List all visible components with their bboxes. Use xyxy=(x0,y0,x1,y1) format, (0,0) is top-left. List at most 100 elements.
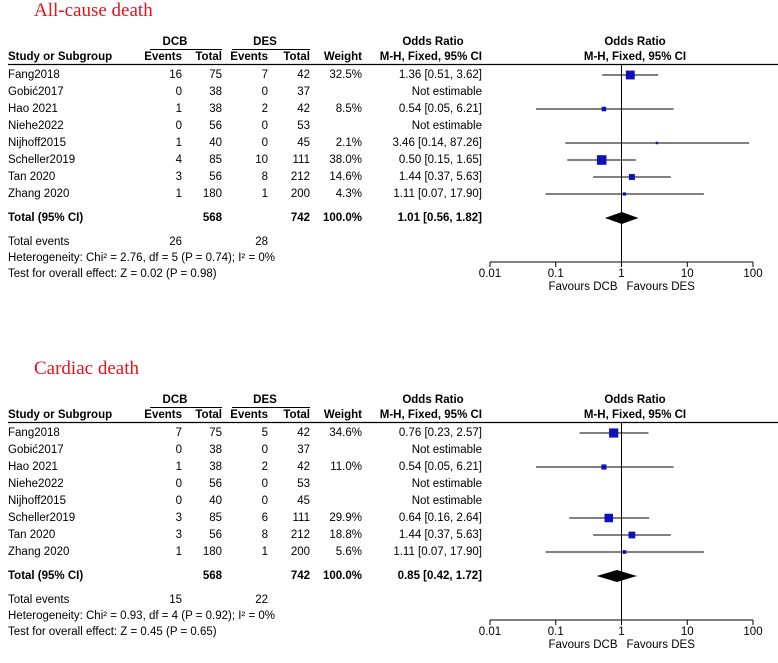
total-des: 111 xyxy=(292,512,310,524)
events-des: 8 xyxy=(261,171,268,183)
effect-marker xyxy=(601,106,607,112)
chart-title: Cardiac death xyxy=(34,358,139,379)
study-name: Nijhoff2015 xyxy=(8,137,66,149)
total-events-des: 28 xyxy=(255,236,268,248)
study-name: Zhang 2020 xyxy=(8,188,70,200)
study-name: Niehe2022 xyxy=(8,120,64,132)
effect-marker xyxy=(655,141,659,145)
total-dcb: 40 xyxy=(209,495,222,507)
total-dcb: 56 xyxy=(209,529,222,541)
column-header-total-dcb: Total xyxy=(195,51,222,63)
effect-marker xyxy=(604,513,614,523)
x-axis-tick-label: 10 xyxy=(680,626,694,638)
effect-marker xyxy=(596,155,607,165)
x-axis-tick-label: 100 xyxy=(743,626,763,638)
study-name: Gobić2017 xyxy=(8,86,64,98)
total-des: 42 xyxy=(297,427,310,439)
study-name: Tan 2020 xyxy=(8,171,56,183)
study-name: Gobić2017 xyxy=(8,444,64,456)
or-column-header: Odds Ratio xyxy=(402,36,464,48)
total-des: 53 xyxy=(297,120,310,132)
or-column-header: Odds Ratio xyxy=(402,394,464,406)
effect-marker xyxy=(628,531,636,539)
events-dcb: 1 xyxy=(175,137,182,149)
study-name: Fang2018 xyxy=(8,69,60,81)
study-odds-ratio: 1.44 [0.37, 5.63] xyxy=(398,529,482,541)
total-des: 37 xyxy=(297,444,310,456)
events-des: 0 xyxy=(261,444,268,456)
favours-dcb-label: Favours DCB xyxy=(548,639,618,651)
total-dcb: 40 xyxy=(209,137,222,149)
study-weight: 5.6% xyxy=(335,546,362,558)
total-dcb: 75 xyxy=(209,427,222,439)
events-des: 2 xyxy=(261,103,268,115)
events-des: 1 xyxy=(261,188,268,200)
study-name: Niehe2022 xyxy=(8,478,64,490)
total-dcb: 56 xyxy=(209,171,222,183)
total-des: 42 xyxy=(297,103,310,115)
effect-marker xyxy=(622,550,627,554)
forest-plot-canvas xyxy=(8,49,778,267)
events-des: 0 xyxy=(261,120,268,132)
study-weight: 8.5% xyxy=(335,103,362,115)
events-dcb: 0 xyxy=(175,120,182,132)
pooled-diamond xyxy=(596,570,637,582)
effect-marker xyxy=(609,428,619,438)
total-events-dcb: 26 xyxy=(169,236,182,248)
x-axis-tick-label: 10 xyxy=(680,268,694,280)
column-header-method: M-H, Fixed, 95% CI xyxy=(379,51,482,63)
overall-effect-text: Test for overall effect: Z = 0.02 (P = 0… xyxy=(8,268,217,280)
column-header-method: M-H, Fixed, 95% CI xyxy=(379,409,482,421)
study-odds-ratio: 1.11 [0.07, 17.90] xyxy=(393,188,482,200)
column-header-total-dcb: Total xyxy=(195,409,222,421)
study-weight: 34.6% xyxy=(329,427,362,439)
study-weight: 29.9% xyxy=(329,512,362,524)
study-weight: 14.6% xyxy=(329,171,362,183)
study-name: Nijhoff2015 xyxy=(8,495,66,507)
total-des: 200 xyxy=(290,188,310,200)
total-events-label: Total events xyxy=(8,236,70,248)
total-des: 53 xyxy=(297,478,310,490)
events-dcb: 3 xyxy=(175,512,182,524)
events-des: 8 xyxy=(261,529,268,541)
total-label: Total (95% CI) xyxy=(8,212,84,224)
study-odds-ratio: Not estimable xyxy=(411,495,482,507)
group-header-des: DES xyxy=(253,36,277,48)
favours-des-label: Favours DES xyxy=(626,281,695,293)
study-weight: 11.0% xyxy=(330,461,362,473)
study-name: Scheller2019 xyxy=(8,512,76,524)
total-events-des: 22 xyxy=(255,594,268,606)
events-dcb: 4 xyxy=(175,154,182,166)
x-axis-tick-label: 0.01 xyxy=(478,626,502,638)
total-dcb: 180 xyxy=(202,188,222,200)
study-name: Zhang 2020 xyxy=(8,546,70,558)
total-des: 212 xyxy=(290,529,310,541)
study-weight: 18.8% xyxy=(329,529,362,541)
events-des: 6 xyxy=(261,512,268,524)
plot-method-header: M-H, Fixed, 95% CI xyxy=(583,51,687,63)
study-odds-ratio: 0.54 [0.05, 6.21] xyxy=(398,103,482,115)
total-des: 45 xyxy=(297,137,310,149)
chart-title: All-cause death xyxy=(34,0,153,21)
total-des: 37 xyxy=(297,86,310,98)
total-des: 42 xyxy=(297,69,310,81)
events-des: 0 xyxy=(261,495,268,507)
study-odds-ratio: 1.11 [0.07, 17.90] xyxy=(393,546,482,558)
total-weight: 100.0% xyxy=(322,212,362,224)
x-axis-tick-label: 0.1 xyxy=(547,626,564,638)
events-dcb: 0 xyxy=(175,86,182,98)
events-des: 5 xyxy=(261,427,268,439)
total-dcb: 85 xyxy=(209,512,222,524)
events-des: 7 xyxy=(261,69,268,81)
events-dcb: 1 xyxy=(175,188,182,200)
study-weight: 2.1% xyxy=(335,137,362,149)
study-weight: 4.3% xyxy=(335,188,362,200)
total-des: 42 xyxy=(297,461,310,473)
x-axis-tick-label: 0.1 xyxy=(547,268,564,280)
events-dcb: 1 xyxy=(175,461,182,473)
pooled-diamond xyxy=(604,212,639,224)
total-n-dcb: 568 xyxy=(202,212,222,224)
forest-plot-canvas xyxy=(8,407,778,625)
study-weight: 32.5% xyxy=(329,69,362,81)
events-dcb: 3 xyxy=(175,171,182,183)
